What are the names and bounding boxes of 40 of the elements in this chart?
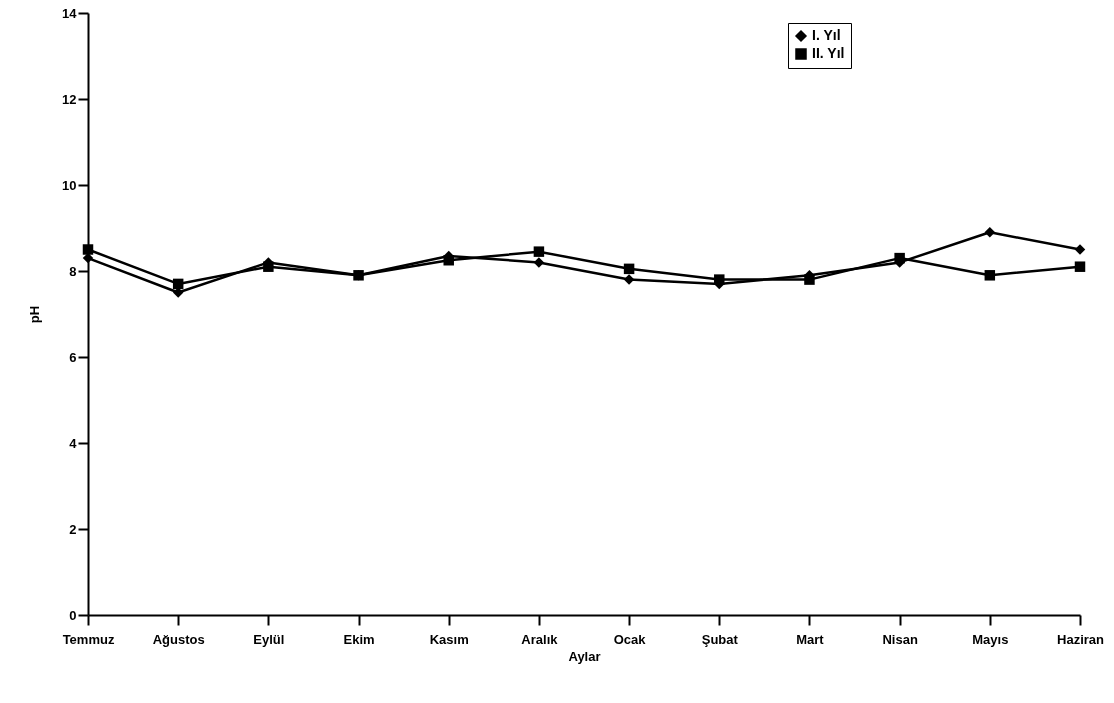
point — [623, 274, 635, 285]
x-tick-label: Ocak — [613, 631, 647, 647]
x-tick-label: Temmuz — [62, 631, 115, 647]
y-tick-label: 6 — [69, 349, 77, 365]
x-tick-label: Nisan — [882, 631, 918, 647]
point — [804, 274, 815, 285]
x-tick-label: Ekim — [343, 631, 375, 647]
point — [894, 252, 905, 264]
point — [984, 270, 996, 281]
point — [1074, 244, 1086, 255]
y-axis-title: pH — [27, 305, 43, 324]
point — [533, 257, 545, 268]
y-tick-label: 14 — [62, 5, 78, 21]
point — [984, 227, 996, 238]
x-tick-label: Mart — [796, 631, 825, 647]
x-tick-label: Mayıs — [972, 631, 1009, 647]
legend-label: II. Yıl — [812, 45, 845, 61]
point — [714, 274, 725, 285]
point — [533, 246, 545, 257]
point — [443, 255, 454, 266]
point — [1074, 261, 1086, 272]
y-tick-label: 2 — [69, 521, 77, 537]
point — [623, 263, 635, 275]
y-tick-label: 0 — [69, 607, 77, 623]
x-tick-label: Aralık — [521, 631, 559, 647]
point — [82, 244, 94, 255]
x-tick-label: Kasım — [429, 631, 469, 647]
y-tick-label: 4 — [69, 435, 78, 451]
point — [353, 270, 364, 281]
point — [172, 278, 184, 290]
legend-label: I. Yıl — [812, 27, 841, 43]
y-tick-label: 10 — [62, 177, 77, 193]
y-tick-label: 12 — [62, 91, 77, 107]
y-tick-label: 8 — [69, 263, 77, 279]
x-tick-label: Şubat — [701, 631, 739, 647]
x-tick-label: Ağustos — [152, 631, 205, 647]
point — [263, 261, 274, 272]
x-tick-label: Haziran — [1057, 631, 1105, 647]
x-axis-title: Aylar — [568, 648, 601, 664]
x-tick-label: Eylül — [253, 631, 285, 647]
